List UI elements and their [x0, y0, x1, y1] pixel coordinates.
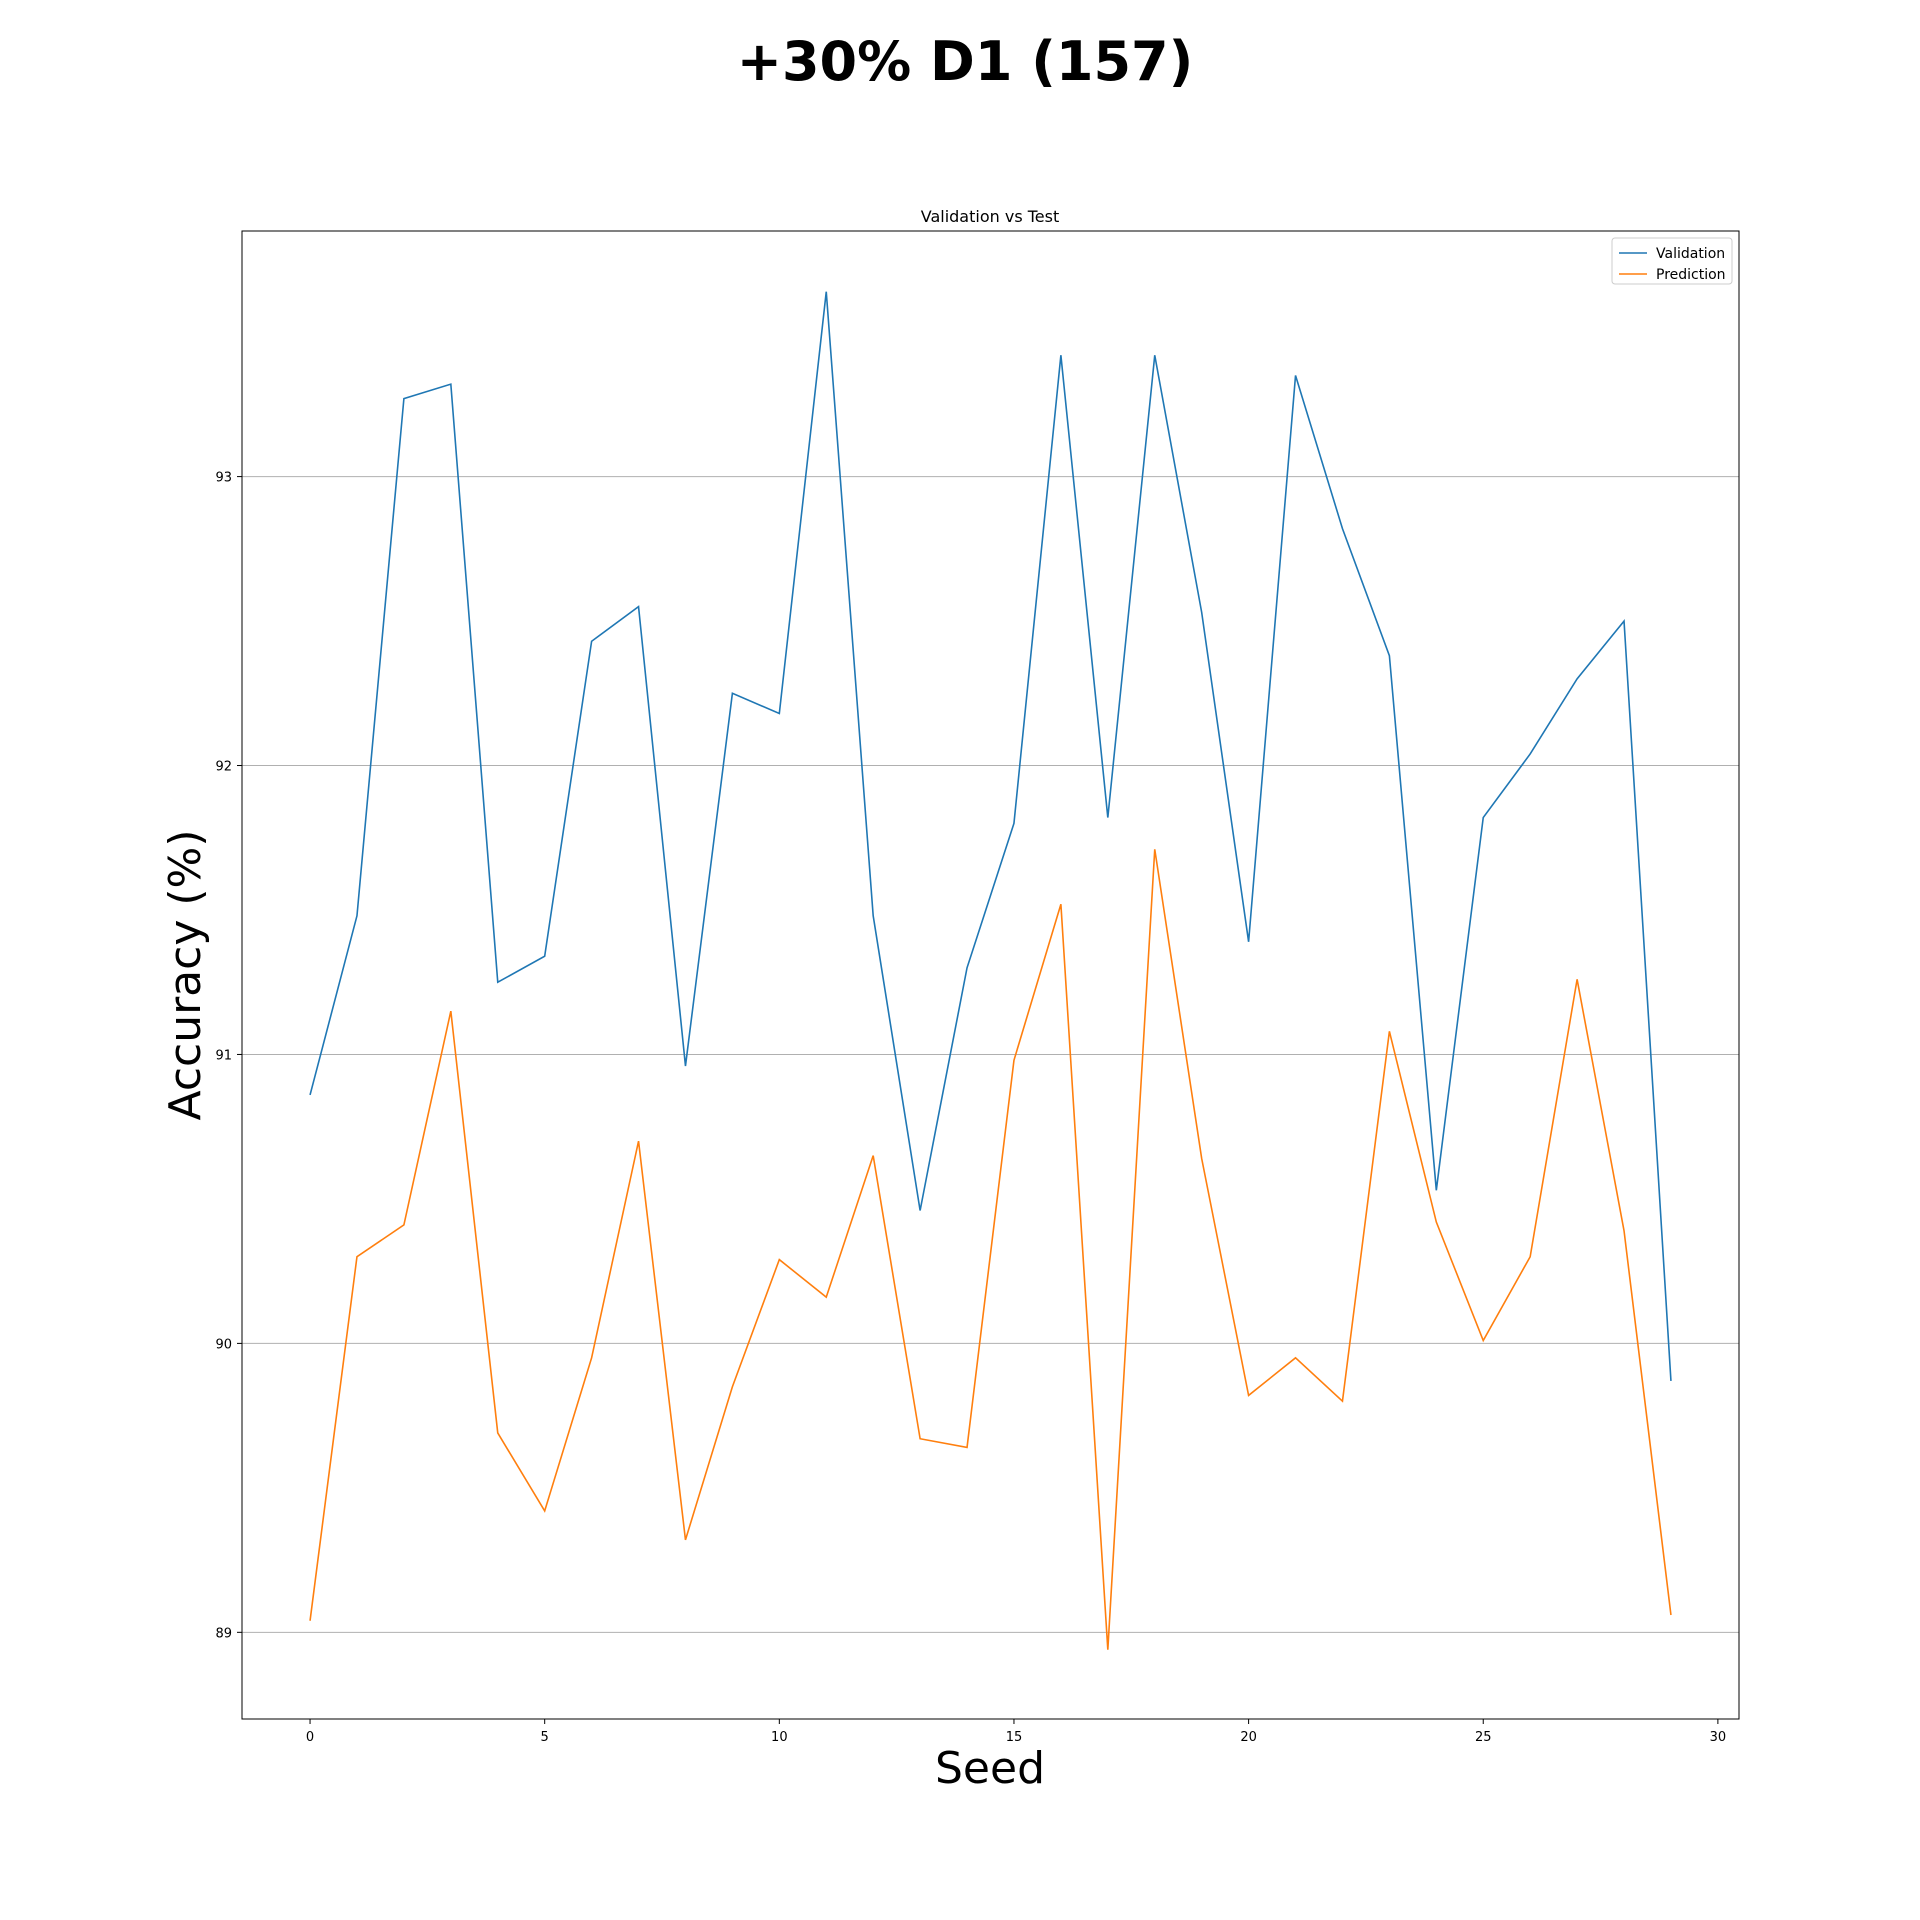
y-axis-label: Accuracy (%) [160, 829, 211, 1120]
series-line-validation [309, 291, 1672, 1381]
y-tick-label: 89 [215, 1626, 232, 1641]
series-line-prediction [309, 849, 1672, 1650]
x-tick-label: 20 [1240, 1730, 1257, 1745]
series-lines [309, 291, 1672, 1650]
y-tick-label: 91 [215, 1048, 232, 1063]
x-tick-label: 15 [1006, 1730, 1023, 1745]
x-axis-label: Seed [935, 1743, 1045, 1794]
axes-title: Validation vs Test [921, 207, 1060, 226]
x-tick-label: 30 [1710, 1730, 1727, 1745]
x-tick-label: 10 [771, 1730, 788, 1745]
legend: Validation Prediction [1611, 237, 1733, 285]
x-tick-label: 5 [541, 1730, 549, 1745]
grid-lines [242, 476, 1739, 1633]
y-tick-label: 92 [215, 760, 232, 775]
legend-label: Validation [1656, 246, 1725, 262]
x-tick-label: 25 [1475, 1730, 1492, 1745]
x-axis-ticks: 0 5 10 15 20 25 30 [306, 1719, 1726, 1745]
y-axis-ticks: 89 90 91 92 93 [215, 471, 242, 1641]
figure-title: +30% D1 (157) [737, 30, 1194, 93]
legend-label: Prediction [1656, 267, 1726, 283]
legend-box [1611, 237, 1733, 285]
y-tick-label: 93 [215, 471, 232, 486]
x-tick-label: 0 [306, 1730, 314, 1745]
y-tick-label: 90 [215, 1337, 232, 1352]
axes-frame [241, 230, 1740, 1720]
